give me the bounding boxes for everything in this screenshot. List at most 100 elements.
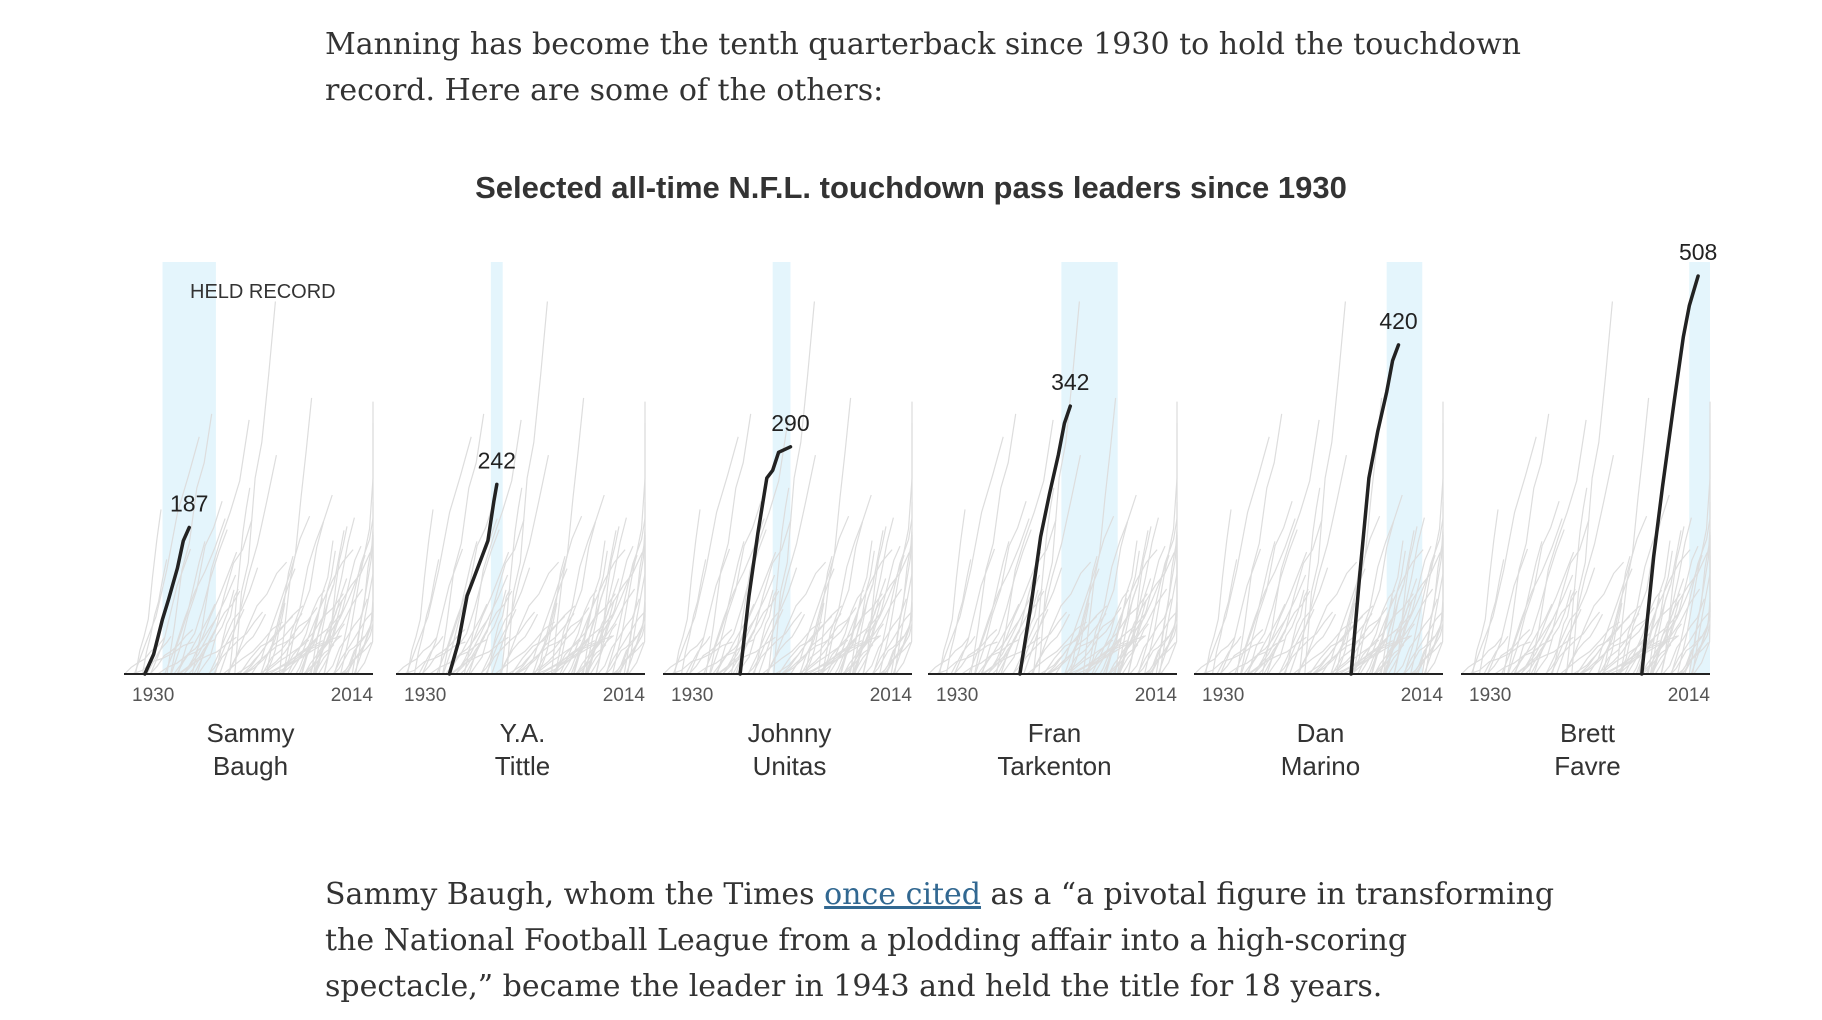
background-line [323,526,348,675]
background-line [582,550,608,675]
player-line [1018,404,1073,676]
background-line [480,567,531,675]
background-line [1393,545,1432,675]
background-line [455,551,510,675]
background-line [935,641,998,675]
background-line [1216,635,1242,675]
panel-tittle: 242 1930 2014 Y.A.Tittle [396,262,646,781]
background-line [1236,413,1283,675]
background-line [688,548,731,675]
background-line [310,550,336,675]
once-cited-link[interactable]: once cited [824,877,982,912]
background-line [149,548,192,675]
background-line [847,599,882,675]
background-line [1240,501,1293,675]
background-line [1253,551,1308,675]
background-line [438,413,485,675]
background-line [208,567,259,675]
background-line [498,561,560,675]
background-line [554,593,616,675]
background-line [227,613,267,675]
background-line [573,540,606,675]
background-line [1507,501,1560,675]
background-line [242,615,294,675]
background-line [281,635,341,675]
background-line [149,629,194,675]
x-tick-label-end: 2014 [331,685,374,706]
background-line [468,519,525,675]
background-line [1380,550,1406,675]
background-line [586,635,614,675]
background-line [953,629,998,675]
background-line [1478,559,1505,675]
background-line [937,436,1004,675]
background-line [1359,549,1424,675]
background-line [465,590,513,675]
background-line [580,599,615,675]
final-value-label: 508 [1679,239,1717,265]
background-line [1247,636,1307,675]
background-line [1530,590,1578,675]
background-line [1219,548,1262,675]
background-line [1413,624,1444,675]
player-name-line1: Johnny [748,718,832,748]
background-line [1072,648,1111,675]
outro-text-after: as a “a pivotal figure in transforming t… [325,877,1555,1004]
background-line [166,413,213,675]
background-line [615,624,646,675]
background-line [1461,637,1503,675]
background-line [1205,509,1232,675]
background-line [1309,605,1374,675]
background-line [301,540,334,675]
background-line [1304,301,1346,675]
background-line [312,530,345,675]
x-tick-label-end: 2014 [603,685,646,706]
background-line [421,548,464,675]
background-line [680,559,707,675]
background-line [761,621,822,675]
background-line [1352,593,1414,675]
background-line [1556,454,1614,675]
x-tick-label-start: 1930 [132,685,174,706]
background-line [752,611,803,675]
background-line [239,605,304,675]
background-line [1001,589,1039,675]
background-line [595,526,620,675]
background-line [1137,635,1170,675]
x-tick-label-start: 1930 [936,685,978,706]
background-line [234,301,276,675]
background-line [1043,605,1108,675]
background-line [1032,487,1055,675]
player-line [738,445,793,676]
background-line [325,598,368,675]
background-line [1565,487,1588,675]
background-line [507,647,537,675]
background-line [882,624,913,675]
background-line [1680,624,1711,675]
background-line [1335,602,1356,675]
player-name-line1: Y.A. [500,718,546,748]
background-line [1351,521,1395,675]
background-line [1296,561,1358,675]
background-line [828,549,893,675]
player-name-line2: Tarkenton [997,751,1111,781]
background-line [1545,567,1596,675]
background-line [1378,599,1413,675]
background-line [1662,598,1705,675]
background-line [1660,545,1699,675]
background-line [1660,526,1685,675]
background-line [1211,559,1238,675]
background-line [950,635,976,675]
background-line [804,602,825,675]
background-line [821,494,872,675]
background-line [1579,615,1631,675]
background-line [214,588,239,675]
background-line [1472,509,1499,675]
background-line [1030,561,1092,675]
background-line [282,494,333,675]
background-line [605,635,638,675]
x-tick-label-end: 2014 [1668,685,1711,706]
other-players-lines [124,301,374,675]
